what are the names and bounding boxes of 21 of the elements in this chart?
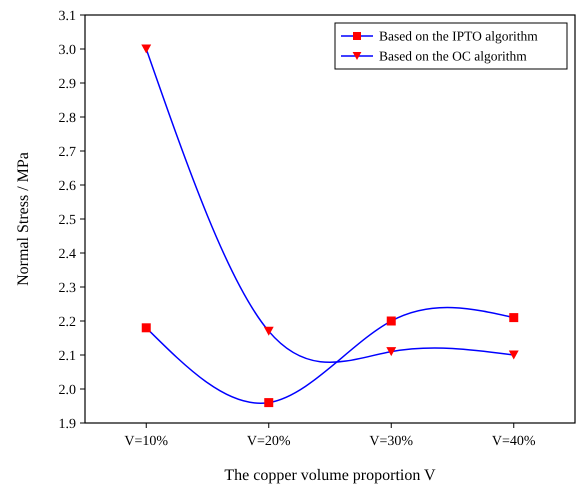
y-tick-label: 3.0	[58, 42, 76, 58]
x-axis-title: The copper volume proportion V	[224, 467, 436, 484]
y-axis-title: Normal Stress / MPa	[15, 152, 32, 286]
y-tick-label: 2.2	[58, 314, 76, 330]
y-tick-label: 2.1	[58, 348, 76, 364]
y-tick-label: 2.0	[58, 382, 76, 398]
x-tick-label: V=40%	[492, 434, 536, 449]
x-tick-label: V=30%	[369, 434, 414, 449]
x-tick-label: V=10%	[124, 434, 168, 449]
y-tick-label: 2.4	[58, 246, 76, 262]
y-tick-label: 2.8	[58, 110, 76, 126]
y-tick-label: 2.6	[58, 178, 76, 194]
y-tick-label: 2.9	[58, 76, 76, 92]
legend-label: Based on the IPTO algorithm	[379, 28, 538, 44]
y-tick-label: 1.9	[58, 416, 76, 432]
y-tick-label: 3.1	[58, 8, 76, 24]
y-tick-label: 2.7	[58, 144, 76, 160]
y-tick-label: 2.5	[58, 212, 76, 228]
x-tick-label: V=20%	[246, 434, 291, 449]
y-tick-label: 2.3	[58, 280, 76, 296]
legend-label: Based on the OC algorithm	[379, 48, 528, 64]
